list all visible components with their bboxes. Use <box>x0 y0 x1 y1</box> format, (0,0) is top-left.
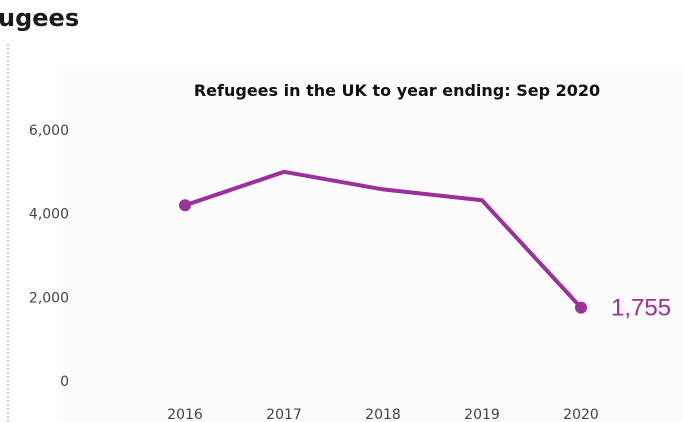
series-layer <box>179 169 587 314</box>
plot-background <box>62 66 683 422</box>
y-tick-label: 6,000 <box>29 123 69 139</box>
data-point-marker <box>179 199 191 212</box>
chart-title: Refugees in the UK to year ending: Sep 2… <box>194 81 600 100</box>
x-tick-label: 2019 <box>464 407 500 422</box>
x-tick-label: 2020 <box>563 407 599 422</box>
y-tick-label: 4,000 <box>29 207 69 223</box>
data-point-marker <box>575 301 587 314</box>
x-tick-label: 2016 <box>167 407 203 422</box>
y-axis: 0 2,000 4,000 6,000 <box>29 123 69 390</box>
visual-border <box>7 44 9 422</box>
x-tick-label: 2018 <box>365 407 401 422</box>
x-axis: 2016 2017 2018 2019 2020 <box>167 407 599 422</box>
y-tick-label: 0 <box>60 374 69 390</box>
data-label-layer: 1,755 <box>611 295 671 322</box>
x-tick-label: 2017 <box>266 407 302 422</box>
y-tick-label: 2,000 <box>29 290 69 306</box>
page-heading: ugees <box>0 4 80 32</box>
series-line <box>183 169 583 310</box>
end-value-label: 1,755 <box>611 295 671 322</box>
